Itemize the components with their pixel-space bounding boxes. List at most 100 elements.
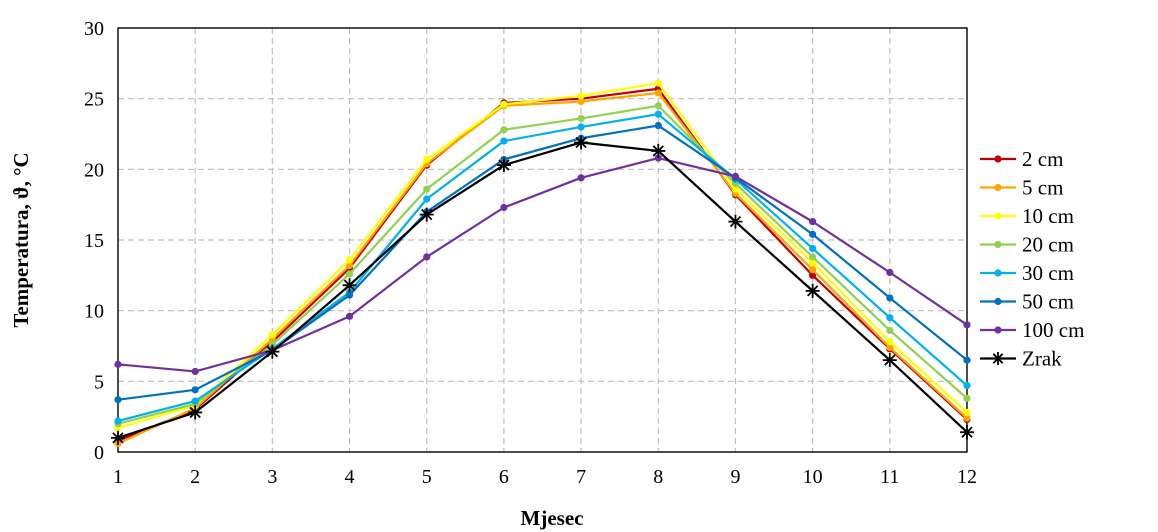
x-tick-label: 5 xyxy=(422,466,432,488)
series-10-cm xyxy=(114,79,971,432)
data-point xyxy=(886,314,894,322)
data-point xyxy=(345,270,354,278)
series-line xyxy=(117,156,968,373)
data-point xyxy=(345,261,354,270)
data-point xyxy=(342,278,357,293)
data-point xyxy=(496,158,511,173)
data-point xyxy=(654,102,662,110)
legend-label: 5 cm xyxy=(1022,176,1063,200)
data-point xyxy=(419,207,434,222)
data-point xyxy=(886,343,894,352)
data-point xyxy=(654,121,662,130)
data-point xyxy=(423,253,431,261)
axes xyxy=(117,27,968,453)
data-point xyxy=(886,338,894,346)
data-point xyxy=(654,89,662,97)
data-point xyxy=(809,230,817,238)
y-tick-label: 0 xyxy=(94,442,104,464)
data-point xyxy=(654,110,662,118)
data-point xyxy=(191,397,199,405)
data-point xyxy=(114,417,122,425)
data-point xyxy=(423,185,431,193)
legend-marker xyxy=(994,297,1002,306)
x-tick-label: 9 xyxy=(730,466,740,488)
data-point xyxy=(731,185,740,193)
series-100-cm xyxy=(114,154,971,376)
legend-marker xyxy=(994,326,1002,334)
data-point xyxy=(886,268,894,277)
x-tick-label: 11 xyxy=(880,466,899,488)
data-point xyxy=(500,137,508,145)
x-tick-label: 2 xyxy=(190,466,200,488)
legend-item: 2 cm xyxy=(980,147,1063,171)
x-axis-title: Mjesec xyxy=(521,506,584,530)
data-point xyxy=(577,123,585,131)
legend-item: 20 cm xyxy=(980,233,1074,257)
data-point xyxy=(960,425,974,440)
data-point xyxy=(345,312,354,320)
series-zrak xyxy=(111,135,974,445)
legend-label: 100 cm xyxy=(1022,318,1084,342)
legend-marker xyxy=(994,183,1002,192)
legend-marker xyxy=(994,240,1002,249)
legend-item: 5 cm xyxy=(980,176,1063,200)
data-point xyxy=(114,360,122,368)
data-point xyxy=(963,408,971,417)
data-point xyxy=(268,331,276,339)
y-tick-label: 5 xyxy=(94,371,104,393)
data-point xyxy=(805,283,820,298)
data-point xyxy=(500,203,508,212)
y-tick-label: 25 xyxy=(84,89,104,111)
series-line xyxy=(117,87,968,442)
y-tick-label: 30 xyxy=(84,18,104,40)
y-tick-label: 20 xyxy=(84,159,104,181)
data-point xyxy=(991,352,1005,365)
data-point xyxy=(963,321,971,329)
data-point xyxy=(500,126,508,134)
legend-label: 20 cm xyxy=(1022,233,1074,257)
y-tick-label: 15 xyxy=(84,230,104,252)
data-point xyxy=(423,195,431,203)
x-tick-label: 7 xyxy=(576,466,586,488)
series-line xyxy=(117,113,968,422)
y-tick-label: 10 xyxy=(84,301,104,323)
data-point xyxy=(577,97,585,106)
series-line xyxy=(117,124,968,401)
data-point xyxy=(886,326,894,335)
series-line xyxy=(117,141,968,439)
data-point xyxy=(882,353,897,368)
x-tick-label: 1 xyxy=(113,466,123,488)
legend-label: 30 cm xyxy=(1022,261,1074,285)
x-tick-label: 4 xyxy=(345,466,355,488)
legend-item: 50 cm xyxy=(980,290,1074,314)
data-point xyxy=(809,218,817,226)
data-point xyxy=(654,79,662,87)
data-point xyxy=(114,396,122,404)
data-point xyxy=(963,356,971,364)
series-line xyxy=(117,91,968,445)
legend-item: 100 cm xyxy=(980,318,1084,342)
data-point xyxy=(345,256,354,264)
legend-label: 2 cm xyxy=(1022,147,1063,171)
data-point xyxy=(500,100,508,108)
series-2-cm xyxy=(114,85,971,445)
data-point xyxy=(188,405,203,420)
data-point xyxy=(963,381,971,390)
data-point xyxy=(731,172,740,180)
data-point xyxy=(265,344,280,359)
legend-label: Zrak xyxy=(1022,347,1062,371)
data-point xyxy=(577,92,585,100)
series-30-cm xyxy=(114,110,971,425)
data-point xyxy=(809,266,817,274)
data-point xyxy=(345,291,354,299)
data-point xyxy=(423,155,431,164)
data-point xyxy=(654,154,662,162)
data-point xyxy=(809,271,817,279)
legend-item: Zrak xyxy=(980,347,1062,371)
series xyxy=(111,79,974,448)
data-point xyxy=(191,386,199,394)
y-axis-title: Temperatura, ϑ, °C xyxy=(9,152,33,327)
data-point xyxy=(111,430,125,445)
